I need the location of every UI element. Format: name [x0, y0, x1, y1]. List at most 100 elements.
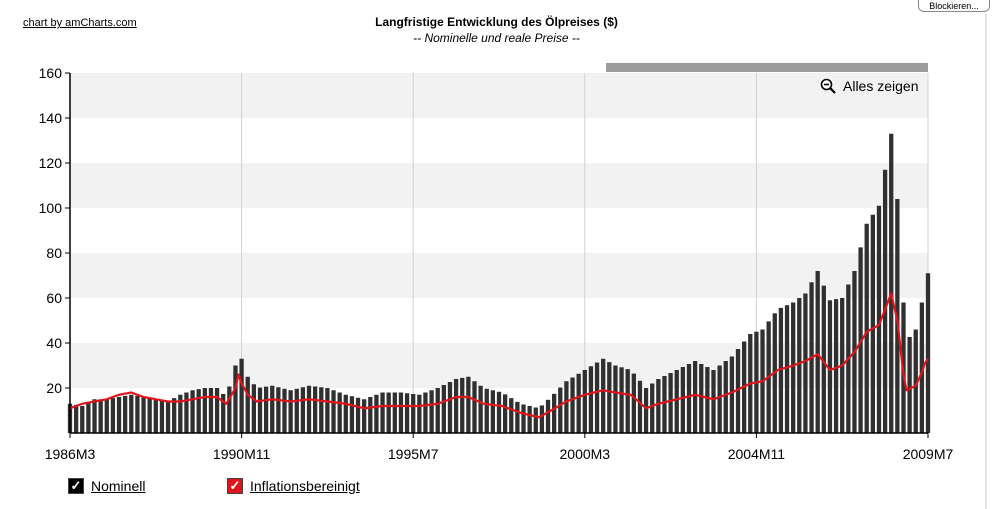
x-tick-label: 1990M11 [213, 446, 271, 462]
bar [214, 388, 220, 433]
bar [429, 390, 434, 433]
legend-item-nominell[interactable]: ✓ Nominell [68, 478, 145, 494]
bar [496, 391, 502, 433]
bar [478, 385, 483, 433]
bar [625, 369, 630, 433]
bar [588, 366, 594, 433]
bar [797, 298, 802, 433]
bar [803, 293, 808, 433]
block-button[interactable]: Blockieren... [918, 0, 990, 12]
bar [257, 387, 263, 433]
bar [190, 390, 195, 433]
bar [515, 401, 520, 433]
y-tick-label: 80 [46, 245, 62, 261]
bar [925, 273, 931, 433]
bar [784, 305, 790, 433]
x-tick-label: 2004M11 [728, 446, 786, 462]
bar [662, 376, 667, 433]
bar [668, 373, 673, 433]
bar [607, 362, 612, 433]
chart-scrollbar[interactable] [606, 63, 928, 72]
bar [582, 370, 587, 433]
bar [643, 388, 649, 433]
bar [827, 300, 833, 433]
y-tick-label: 60 [46, 290, 62, 306]
bar [386, 392, 391, 433]
y-tick-label: 140 [39, 110, 63, 126]
bar [717, 365, 722, 433]
checkmark-icon[interactable]: ✓ [68, 478, 84, 494]
bar [631, 373, 636, 433]
bar [545, 399, 551, 433]
bar [276, 387, 281, 433]
bar [227, 386, 232, 433]
bar [864, 223, 869, 433]
bar [343, 394, 348, 433]
amcharts-credit-link[interactable]: chart by amCharts.com [23, 17, 137, 29]
legend-item-inflationsbereinigt[interactable]: ✓ Inflationsbereinigt [227, 478, 360, 494]
bar [411, 394, 416, 433]
bar [815, 271, 820, 433]
bar [484, 388, 489, 433]
bar [355, 397, 361, 433]
bar [637, 380, 643, 433]
bar [178, 394, 183, 433]
bar [362, 399, 367, 433]
bar [288, 390, 293, 433]
bar [86, 402, 91, 433]
bar [907, 337, 912, 433]
bar [699, 364, 704, 433]
bar [889, 133, 894, 433]
bar [147, 398, 152, 433]
chart-subtitle: -- Nominelle und reale Preise -- [413, 31, 580, 45]
y-tick-label: 20 [46, 380, 62, 396]
bar [368, 397, 373, 433]
bar [374, 394, 379, 433]
bar [159, 400, 165, 433]
bar [533, 407, 538, 433]
bar [80, 406, 85, 433]
bar [208, 388, 214, 433]
background-band [70, 73, 928, 118]
bar [564, 381, 569, 433]
bar [521, 404, 526, 433]
y-tick-label: 120 [39, 155, 63, 171]
zoom-reset-button[interactable]: Alles zeigen [820, 78, 919, 94]
bar [490, 390, 496, 433]
bar [447, 382, 453, 433]
bar [110, 398, 116, 433]
bar [98, 399, 103, 433]
bar [319, 387, 324, 433]
bar [116, 397, 122, 433]
bar [919, 302, 925, 433]
bar [460, 377, 465, 433]
bar [123, 395, 128, 433]
bar [312, 386, 318, 433]
bar [723, 361, 728, 433]
bar [92, 399, 97, 433]
bar [392, 392, 397, 433]
bar [202, 388, 207, 433]
bar [539, 405, 545, 433]
bar [558, 387, 563, 433]
checkmark-icon[interactable]: ✓ [227, 478, 243, 494]
bar [337, 392, 342, 433]
bar [404, 393, 410, 433]
bar [221, 394, 226, 433]
chart-title: Langfristige Entwicklung des Ölpreises (… [375, 15, 618, 29]
legend-label-nominell: Nominell [91, 478, 146, 494]
bar [435, 388, 440, 433]
bar [153, 399, 158, 433]
bar [527, 406, 532, 433]
bar [705, 367, 710, 433]
bar [300, 387, 306, 433]
bar [184, 392, 189, 433]
y-tick-label: 100 [39, 200, 63, 216]
bar [674, 370, 679, 433]
bar [417, 394, 422, 433]
zoom-out-magnifier-icon [820, 78, 836, 94]
bar [135, 395, 140, 433]
bar [601, 358, 606, 433]
zoom-reset-label: Alles zeigen [843, 78, 919, 94]
